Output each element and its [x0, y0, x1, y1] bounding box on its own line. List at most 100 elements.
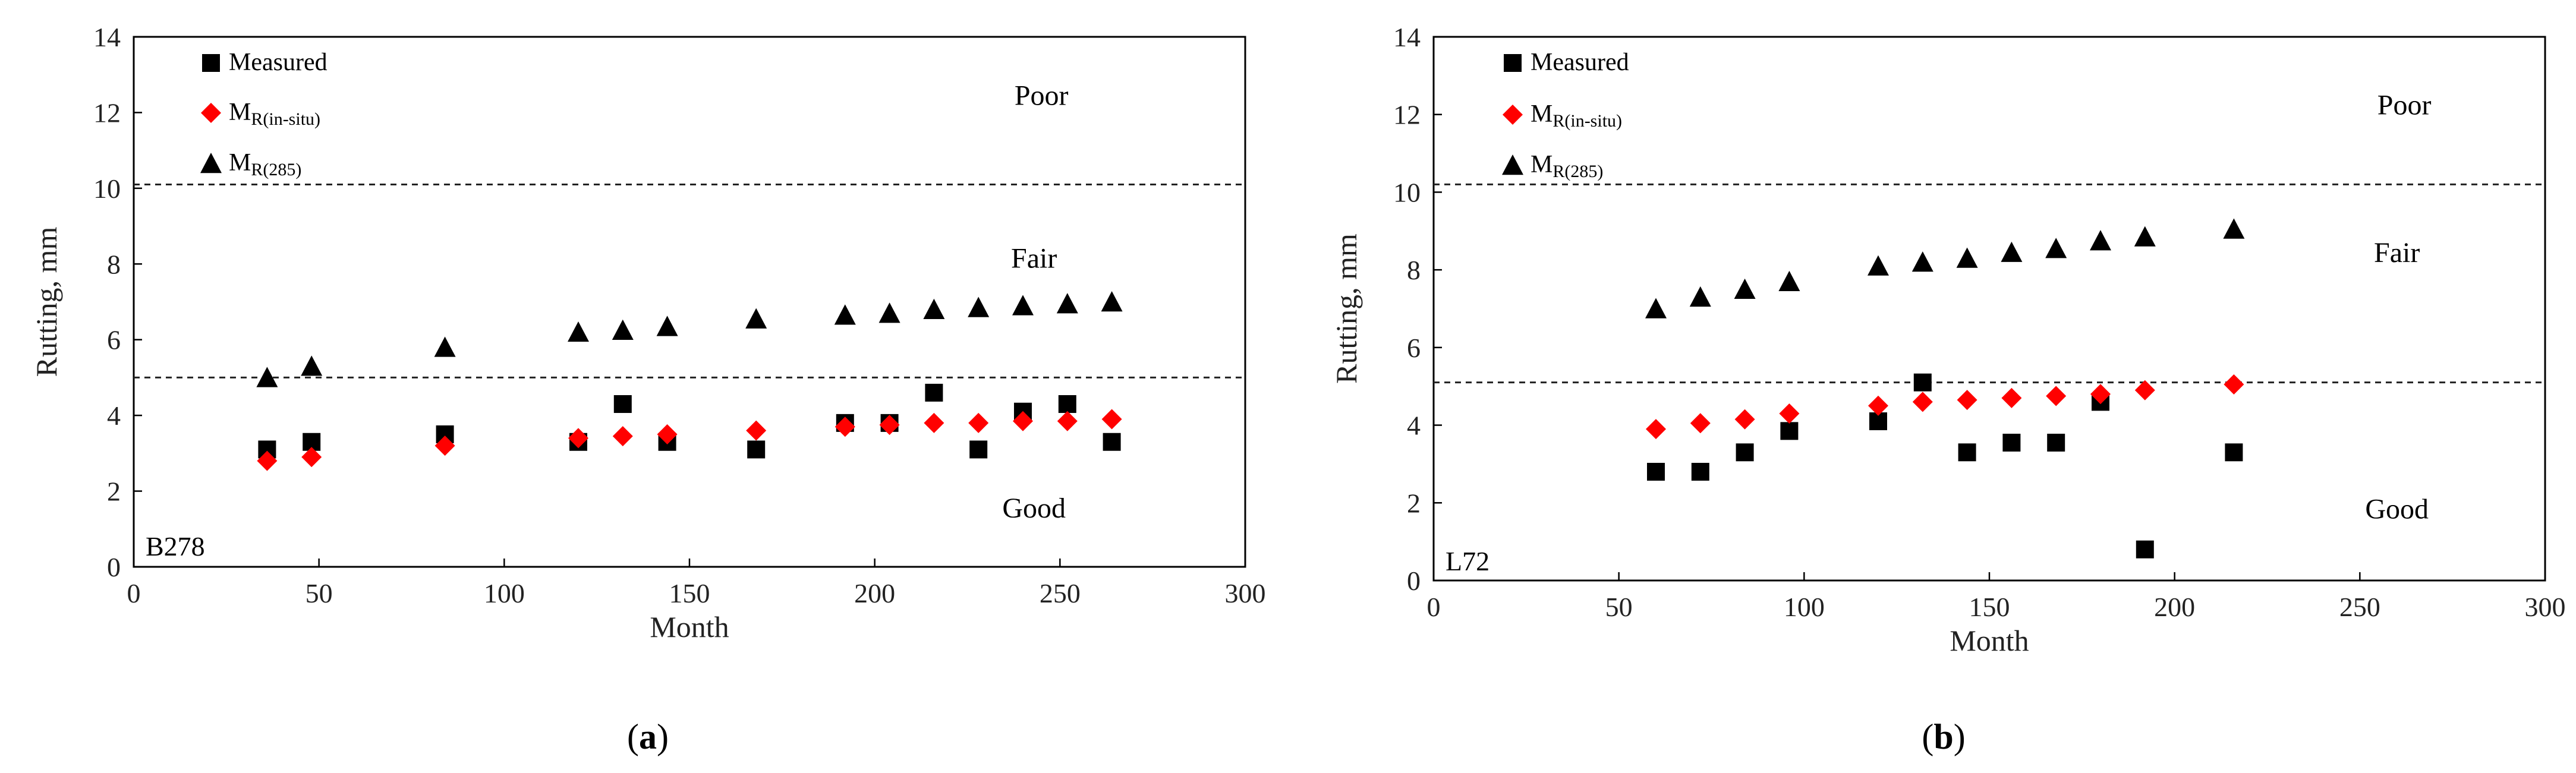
data-point-triangle: [923, 298, 945, 319]
data-point-triangle: [2134, 226, 2156, 247]
legend-subscript: R(in-situ): [1552, 111, 1622, 131]
data-point-triangle: [656, 315, 678, 336]
data-point-triangle: [1956, 247, 1978, 268]
section-tag: L72: [1446, 546, 1489, 576]
y-tick-label: 8: [107, 249, 121, 279]
panel-caption: (b): [1922, 717, 1965, 756]
data-point-triangle: [834, 304, 856, 325]
legend-text: Measured: [1531, 49, 1629, 76]
legend-subscript: R(285): [1552, 162, 1603, 181]
legend-entry: MR(in-situ): [229, 99, 320, 129]
y-tick-label: 10: [1393, 177, 1421, 207]
data-point-square: [747, 440, 766, 459]
data-point-triangle: [2001, 241, 2023, 262]
data-point-diamond: [1779, 403, 1800, 424]
data-point-triangle: [434, 336, 456, 357]
legend-marker-square: [202, 54, 220, 72]
y-tick-label: 4: [1407, 411, 1421, 441]
data-point-diamond: [1734, 409, 1755, 430]
data-point-square: [1691, 463, 1709, 481]
y-tick-label: 6: [1407, 333, 1421, 363]
zone-label-poor: Poor: [1015, 80, 1069, 112]
data-point-diamond: [968, 412, 989, 433]
x-tick-label: 250: [1040, 578, 1081, 608]
panel-caption: (a): [627, 717, 669, 756]
data-point-square: [2225, 443, 2243, 462]
y-axis-label: Rutting, mm: [1330, 234, 1363, 384]
data-point-square: [1736, 443, 1754, 462]
y-tick-label: 10: [93, 173, 121, 204]
x-axis-label: Month: [1950, 624, 2029, 657]
section-tag: B278: [146, 531, 205, 561]
x-tick-label: 50: [1605, 592, 1633, 622]
data-point-triangle: [1734, 278, 1756, 299]
data-point-triangle: [612, 319, 634, 340]
y-tick-label: 4: [107, 400, 121, 431]
data-point-diamond: [1101, 409, 1122, 430]
chart-panel-b: 0 2 4 6 8 10 12 14 0 50 100 150 200 250 300 Month Ruttin…: [1330, 22, 2566, 756]
data-point-triangle: [745, 308, 767, 329]
x-tick-label: 0: [1427, 592, 1441, 622]
data-point-triangle: [1689, 286, 1711, 307]
data-point-triangle: [1645, 298, 1667, 318]
data-point-triangle: [1911, 251, 1933, 272]
zone-label-fair: Fair: [2374, 237, 2420, 269]
x-tick-label: 300: [2525, 592, 2566, 622]
data-point-diamond: [1957, 390, 1977, 411]
data-point-diamond: [301, 447, 322, 468]
y-tick-label: 2: [107, 477, 121, 507]
legend-entry: MR(285): [229, 149, 301, 179]
zone-label-poor: Poor: [2377, 90, 2432, 121]
data-point-square: [969, 440, 988, 459]
data-point-square: [1103, 433, 1121, 451]
y-tick-label: 12: [1393, 100, 1421, 130]
data-point-triangle: [1868, 255, 1889, 276]
data-point-square: [613, 395, 632, 414]
data-point-triangle: [1778, 270, 1800, 291]
legend-subscript: R(in-situ): [251, 109, 320, 129]
data-point-diamond: [746, 420, 767, 441]
data-point-diamond: [257, 450, 278, 471]
x-tick-label: 300: [1225, 578, 1266, 608]
data-point-triangle: [968, 296, 990, 317]
caption-close: ): [657, 717, 669, 756]
y-tick-label: 8: [1407, 255, 1421, 285]
x-tick-label: 100: [1784, 592, 1825, 622]
chart-panel-a: 0 2 4 6 8 10 12 14 0 50 100 150 200 250 300 Month Ruttin…: [30, 22, 1266, 756]
legend-text: M: [229, 99, 251, 126]
data-point-diamond: [568, 428, 588, 449]
y-tick-label: 6: [107, 325, 121, 355]
legend-entry: Measured: [229, 49, 327, 76]
data-point-diamond: [879, 415, 900, 436]
data-point-diamond: [2224, 374, 2244, 395]
caption-letter: a: [639, 717, 657, 756]
data-point-diamond: [612, 426, 633, 447]
x-tick-label: 200: [854, 578, 895, 608]
data-point-square: [1958, 443, 1976, 462]
data-point-diamond: [834, 417, 855, 437]
caption-letter: b: [1933, 717, 1953, 756]
caption-open: (: [1922, 717, 1933, 756]
data-point-square: [1780, 422, 1799, 440]
data-point-diamond: [1013, 411, 1033, 431]
data-point-diamond: [1868, 395, 1888, 416]
data-point-diamond: [2134, 380, 2155, 400]
x-tick-label: 150: [669, 578, 710, 608]
y-tick-label: 14: [93, 22, 121, 52]
y-tick-label: 0: [1407, 566, 1421, 596]
zone-label-fair: Fair: [1011, 243, 1057, 275]
caption-close: ): [1954, 717, 1966, 756]
data-point-diamond: [1646, 419, 1666, 440]
data-point-square: [1647, 463, 1665, 481]
data-point-diamond: [657, 424, 678, 444]
data-point-triangle: [1101, 291, 1123, 312]
legend-marker-diamond: [1503, 105, 1523, 125]
data-point-diamond: [434, 436, 455, 456]
legend-marker-triangle: [200, 153, 222, 173]
data-point-square: [2047, 433, 2065, 452]
data-point-triangle: [878, 302, 900, 323]
x-tick-label: 150: [1969, 592, 2010, 622]
data-point-diamond: [2090, 384, 2111, 405]
x-axis-label: Month: [650, 610, 729, 643]
